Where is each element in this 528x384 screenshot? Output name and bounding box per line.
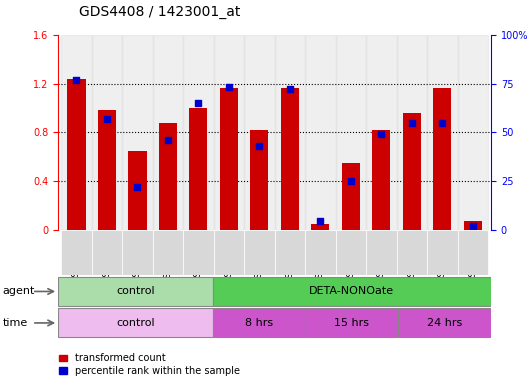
Point <box>346 178 355 185</box>
Point <box>408 120 416 126</box>
Bar <box>61 35 92 230</box>
Bar <box>213 277 491 306</box>
Bar <box>244 35 275 230</box>
FancyBboxPatch shape <box>335 230 366 275</box>
Bar <box>220 88 238 230</box>
Point <box>468 223 477 230</box>
Point <box>133 184 142 190</box>
Bar <box>342 163 360 230</box>
FancyBboxPatch shape <box>183 230 214 275</box>
Bar <box>92 35 122 230</box>
Bar <box>159 123 177 230</box>
Bar <box>398 308 491 338</box>
Text: DETA-NONOate: DETA-NONOate <box>309 286 394 296</box>
Point <box>316 217 325 223</box>
FancyBboxPatch shape <box>214 230 244 275</box>
Bar <box>189 108 208 230</box>
FancyBboxPatch shape <box>92 230 122 275</box>
Bar <box>214 35 244 230</box>
Point <box>224 84 233 91</box>
Point <box>102 116 111 122</box>
Bar <box>153 35 183 230</box>
FancyBboxPatch shape <box>305 230 335 275</box>
Bar <box>128 151 146 230</box>
Bar <box>311 224 329 230</box>
Bar <box>366 35 397 230</box>
Bar <box>305 35 335 230</box>
Bar <box>122 35 153 230</box>
Point <box>377 131 385 137</box>
FancyBboxPatch shape <box>122 230 153 275</box>
FancyBboxPatch shape <box>153 230 183 275</box>
Bar <box>58 277 213 306</box>
Text: time: time <box>3 318 28 328</box>
Point <box>194 100 203 106</box>
Text: 24 hrs: 24 hrs <box>427 318 463 328</box>
Bar <box>58 308 213 338</box>
Text: control: control <box>116 318 155 328</box>
Point <box>72 76 81 83</box>
FancyBboxPatch shape <box>457 230 488 275</box>
Bar <box>98 111 116 230</box>
Point <box>255 143 263 149</box>
Bar <box>335 35 366 230</box>
Legend: transformed count, percentile rank within the sample: transformed count, percentile rank withi… <box>58 353 241 377</box>
Bar <box>306 308 398 338</box>
Bar <box>213 308 306 338</box>
Bar <box>403 113 421 230</box>
Bar <box>397 35 427 230</box>
Point <box>438 120 447 126</box>
Bar <box>372 130 390 230</box>
FancyBboxPatch shape <box>275 230 305 275</box>
Bar <box>464 220 482 230</box>
Text: 8 hrs: 8 hrs <box>245 318 273 328</box>
Text: agent: agent <box>3 286 35 296</box>
Bar <box>457 35 488 230</box>
Bar <box>275 35 305 230</box>
Text: GDS4408 / 1423001_at: GDS4408 / 1423001_at <box>79 5 241 19</box>
Bar <box>183 35 214 230</box>
FancyBboxPatch shape <box>244 230 275 275</box>
Text: 15 hrs: 15 hrs <box>334 318 370 328</box>
Bar <box>427 35 457 230</box>
FancyBboxPatch shape <box>427 230 457 275</box>
FancyBboxPatch shape <box>397 230 427 275</box>
Point <box>164 137 172 143</box>
Bar <box>281 88 299 230</box>
Bar <box>433 88 451 230</box>
Text: control: control <box>116 286 155 296</box>
Bar <box>250 130 268 230</box>
Point <box>286 86 294 93</box>
Bar <box>67 79 86 230</box>
FancyBboxPatch shape <box>366 230 397 275</box>
FancyBboxPatch shape <box>61 230 92 275</box>
